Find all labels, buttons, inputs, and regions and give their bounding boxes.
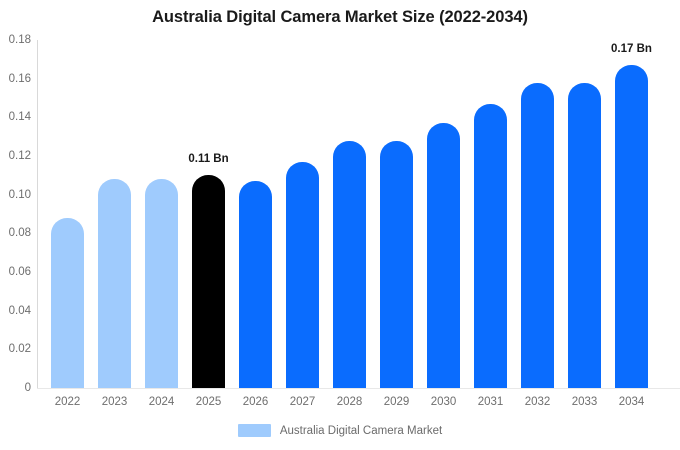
bar-slot [561,40,608,388]
bar-2024[interactable] [145,179,178,388]
y-axis-line [37,40,38,389]
bar-2022[interactable] [51,217,84,388]
x-axis-tick-label-2029: 2029 [383,396,410,408]
x-axis-tick-label-2024: 2024 [148,396,175,408]
bar-2026[interactable] [239,181,272,388]
bar-slot [420,40,467,388]
bar-slot: 0.11 Bn [185,40,232,388]
bar-2030[interactable] [427,123,460,388]
bar-slot [373,40,420,388]
y-axis-tick-label: 0.18 [8,34,31,46]
x-axis-tick-label-2027: 2027 [289,396,316,408]
bar-2027[interactable] [286,161,319,388]
x-axis-tick-label-2034: 2034 [618,396,645,408]
y-axis: 0.18 0.16 0.14 0.12 0.10 0.08 0.06 0.04 0.02 0 [0,0,31,450]
x-axis: 2022 2023 2024 2025 2026 2027 2028 2029 2030 2031… [37,396,680,416]
legend-label-australia-digital-camera-market: Australia Digital Camera Market [279,424,443,437]
y-axis-tick-label: 0.10 [8,188,31,201]
chart-legend: Australia Digital Camera Market [0,424,680,437]
x-axis-tick-label-2032: 2032 [524,396,551,408]
bar-value-label-2025: 0.11 Bn [188,153,229,166]
bar-2029[interactable] [380,140,413,388]
bar-value-label-2034: 0.17 Bn [611,43,652,56]
y-axis-tick-label: 0.16 [8,72,31,85]
bar-slot [467,40,514,388]
chart-title: Australia Digital Camera Market Size (20… [152,8,528,26]
bar-2025[interactable] [192,175,225,388]
y-axis-tick-label: 0.08 [8,227,31,240]
legend-swatch-australia-digital-camera-market [237,424,271,437]
plot-area: 0.11 Bn 0.17 Bn [37,40,680,388]
y-axis-tick-label: 0.04 [8,304,31,317]
bar-slot [91,40,138,388]
x-axis-tick-label-2028: 2028 [336,396,363,408]
y-axis-tick-label: 0.06 [8,266,31,278]
bar-slot: 0.17 Bn [608,40,655,388]
bar-slot [326,40,373,388]
bar-2032[interactable] [521,82,554,388]
x-axis-tick-label-2030: 2030 [430,396,457,408]
y-axis-tick-label: 0.12 [8,150,31,162]
bar-slot [44,40,91,388]
y-axis-tick-label: 0 [24,382,31,394]
bars-layer: 0.11 Bn 0.17 Bn [37,40,680,388]
x-axis-tick-label-2033: 2033 [571,396,598,408]
bar-2031[interactable] [474,103,507,388]
y-axis-tick-label: 0.14 [8,111,31,124]
x-axis-tick-label-2022: 2022 [54,396,81,408]
bar-2028[interactable] [333,140,366,388]
bar-slot [232,40,279,388]
x-axis-tick-label-2031: 2031 [477,396,504,408]
y-axis-tick-label: 0.02 [8,343,31,356]
x-axis-tick-label-2025: 2025 [195,396,222,408]
bar-2033[interactable] [568,82,601,388]
bar-slot [138,40,185,388]
x-axis-tick-label-2023: 2023 [101,396,128,408]
x-axis-tick-label-2026: 2026 [242,396,269,408]
bar-2023[interactable] [98,179,131,388]
bar-slot [514,40,561,388]
bar-2034[interactable] [615,65,648,388]
bar-slot [279,40,326,388]
x-axis-line [37,388,680,389]
